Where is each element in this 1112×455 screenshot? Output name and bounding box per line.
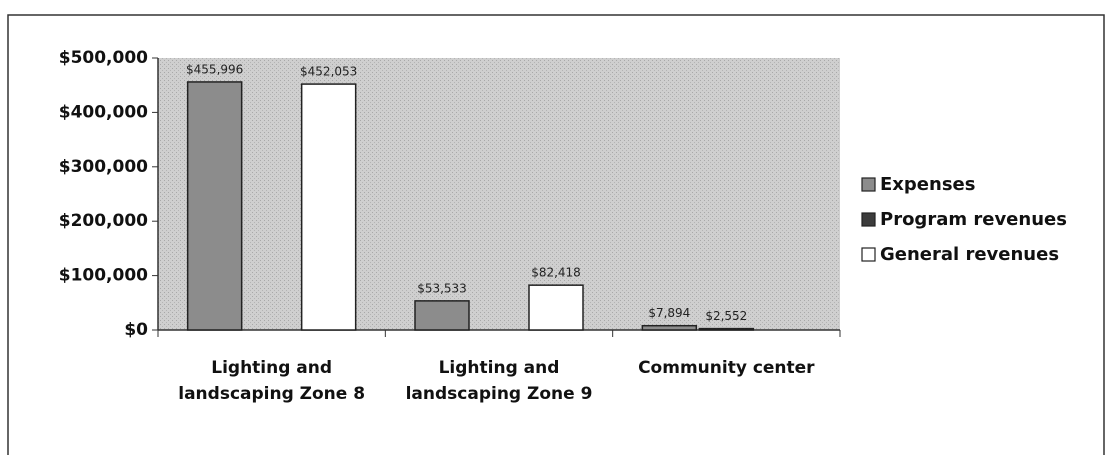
- legend-swatch: [861, 177, 876, 192]
- legend-label: Expenses: [880, 174, 975, 195]
- y-tick-label: $100,000: [59, 266, 148, 286]
- y-tick-label: $0: [124, 320, 148, 340]
- bar: [414, 300, 470, 331]
- x-tick-label: Lighting and landscaping Zone 8: [178, 358, 366, 404]
- y-tick-label: $200,000: [59, 211, 148, 231]
- data-label: $53,533: [417, 281, 467, 295]
- data-label: $82,418: [531, 266, 581, 280]
- bar: [300, 83, 357, 331]
- bar: [698, 327, 755, 331]
- x-tick-label: Community center: [638, 358, 815, 378]
- data-label: $2,552: [705, 309, 747, 323]
- legend-label: General revenues: [880, 244, 1059, 265]
- bar: [186, 81, 243, 331]
- data-label: $455,996: [186, 62, 243, 76]
- bar: [528, 284, 584, 331]
- data-label: $7,894: [648, 306, 690, 320]
- plot-area: [158, 58, 840, 330]
- x-tick-label: Lighting and landscaping Zone 9: [405, 358, 593, 404]
- bar: [641, 324, 698, 331]
- data-label: $452,053: [300, 65, 357, 79]
- y-tick-label: $300,000: [59, 157, 148, 177]
- legend-label: Program revenues: [880, 209, 1067, 230]
- y-tick-label: $500,000: [59, 48, 148, 68]
- legend-swatch: [861, 247, 876, 262]
- y-tick-label: $400,000: [59, 102, 148, 122]
- chart-border: [7, 14, 1105, 455]
- legend-swatch: [861, 212, 876, 227]
